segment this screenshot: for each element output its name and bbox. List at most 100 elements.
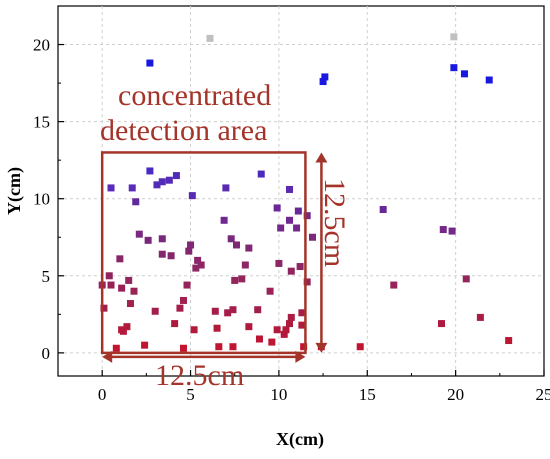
data-point (245, 323, 253, 331)
width-arrow (102, 350, 306, 363)
data-point (273, 326, 281, 334)
data-point (450, 33, 458, 41)
detection-area-box (100, 151, 307, 355)
data-point (206, 34, 214, 42)
data-point (100, 304, 108, 312)
data-point (126, 300, 134, 308)
data-point (128, 184, 136, 192)
data-point (135, 230, 143, 238)
data-point (118, 284, 126, 292)
height-label: 12.5cm (318, 178, 351, 267)
data-point (287, 313, 295, 321)
data-point (179, 344, 187, 352)
height-arrow-top-head (315, 152, 328, 163)
x-axis-ticks: 0 5 10 15 20 25 (98, 370, 550, 404)
x-axis-label: X(cm) (276, 429, 324, 450)
y-axis-ticks: 0 5 10 15 20 (33, 36, 64, 363)
data-point (275, 259, 283, 267)
data-point (213, 324, 221, 332)
data-point (462, 275, 470, 283)
data-point (245, 244, 253, 252)
data-point (220, 216, 228, 224)
data-point (153, 181, 161, 189)
data-point (255, 335, 263, 343)
data-point (282, 326, 290, 334)
data-point (172, 172, 180, 180)
data-point (303, 278, 311, 286)
data-point (197, 261, 205, 269)
y-axis-label: Y(cm) (4, 167, 25, 215)
data-point (231, 276, 239, 284)
data-point (190, 326, 198, 334)
data-point (132, 198, 140, 206)
data-point (296, 263, 304, 271)
y-tick-label: 0 (42, 344, 51, 363)
x-tick-label: 0 (98, 385, 107, 404)
data-point (130, 287, 138, 295)
x-tick-label: 15 (359, 385, 376, 404)
width-arrow-left-head (102, 350, 113, 363)
data-point (280, 330, 288, 338)
data-point (298, 321, 306, 329)
data-point (298, 309, 306, 317)
x-tick-label: 10 (270, 385, 287, 404)
data-point (439, 226, 447, 234)
data-point (158, 250, 166, 258)
y-tick-label: 10 (33, 190, 50, 209)
data-point (165, 176, 173, 184)
data-point (254, 306, 262, 314)
data-point (390, 281, 398, 289)
data-point (211, 307, 219, 315)
data-point (356, 343, 364, 351)
data-point (179, 296, 187, 304)
data-point (144, 236, 152, 244)
data-point (105, 272, 113, 280)
area-label-line1: concentrated (118, 79, 271, 112)
data-point (107, 184, 115, 192)
height-arrow-bottom-head (315, 342, 328, 353)
data-point (437, 320, 445, 328)
data-point (222, 184, 230, 192)
grid-lines (58, 6, 544, 376)
data-point (450, 64, 458, 72)
data-point (286, 320, 294, 328)
data-point (151, 307, 159, 315)
data-point (188, 192, 196, 200)
y-tick-label: 5 (42, 267, 51, 286)
data-point (294, 207, 302, 215)
data-point (167, 252, 175, 260)
data-point (266, 287, 274, 295)
data-point (123, 323, 131, 331)
data-point (224, 309, 232, 317)
data-point (125, 276, 133, 284)
data-point (176, 304, 184, 312)
y-tick-label: 15 (33, 113, 50, 132)
data-point (286, 185, 294, 193)
data-point (273, 204, 281, 212)
data-point (141, 341, 149, 349)
data-point (112, 344, 120, 352)
data-point (116, 255, 124, 263)
x-tick-label: 20 (447, 385, 464, 404)
data-point (187, 241, 195, 249)
data-point (241, 261, 249, 269)
area-label-line2: detection area (100, 114, 267, 147)
data-point (158, 178, 166, 186)
width-arrow-right-head (295, 350, 306, 363)
data-point (158, 235, 166, 243)
data-point (227, 235, 235, 243)
data-point (485, 76, 493, 84)
data-point (308, 233, 316, 241)
data-point (146, 167, 154, 175)
data-point (286, 216, 294, 224)
data-point (107, 281, 115, 289)
x-tick-label: 5 (186, 385, 195, 404)
height-arrow (315, 152, 328, 353)
data-point (460, 70, 468, 78)
data-point (303, 212, 311, 220)
data-point (293, 224, 301, 232)
detection-area-annotation: concentrated detection area 12.5cm 12.5c… (100, 79, 351, 392)
data-point (505, 337, 513, 345)
data-point (119, 327, 127, 335)
